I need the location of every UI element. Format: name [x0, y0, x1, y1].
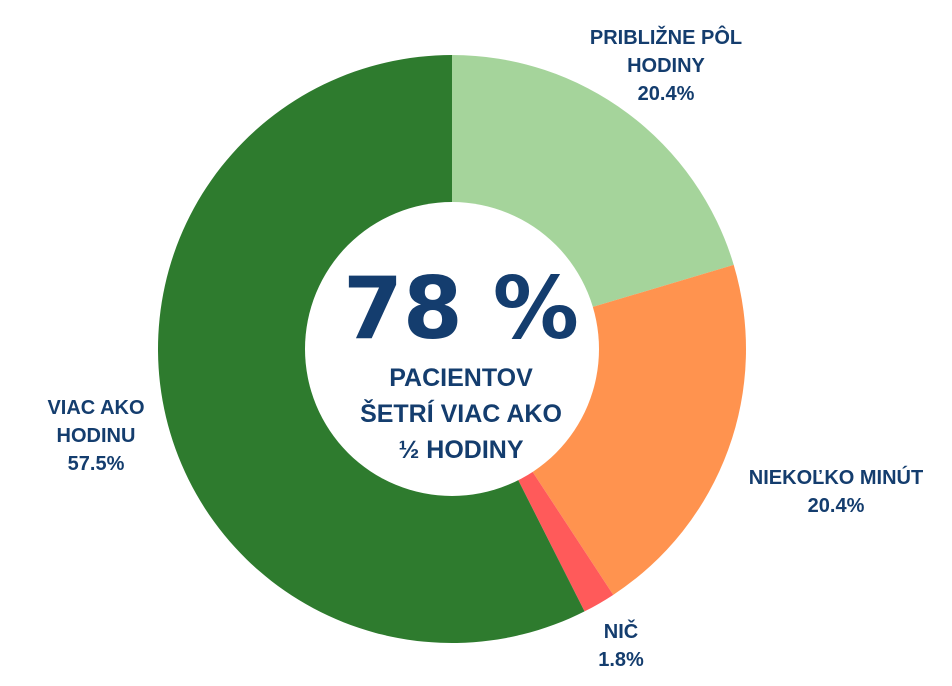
- slice-name-line: VIAC AKO: [47, 397, 144, 419]
- slice-name-line: HODINY: [627, 55, 705, 77]
- slice-label-2: NIČ 1.8%: [598, 619, 644, 671]
- slice-name-line: PRIBLIŽNE PÔL: [590, 25, 742, 49]
- donut-hole: [305, 202, 599, 496]
- slice-value-label: 20.4%: [638, 83, 695, 105]
- slice-name-line: HODINU: [57, 425, 136, 447]
- slice-value-label: 1.8%: [598, 649, 644, 671]
- slice-label-3: VIAC AKO HODINU 57.5%: [47, 397, 144, 475]
- slice-labels: PRIBLIŽNE PÔL HODINY 20.4% NIEKOĽKO MINÚT 20…: [47, 25, 923, 671]
- slice-label-0: PRIBLIŽNE PÔL HODINY 20.4%: [590, 25, 742, 105]
- slice-value-label: 57.5%: [68, 453, 125, 475]
- slice-name-line: NIČ: [604, 619, 638, 643]
- center-caption: PACIENTOV ŠETRÍ VIAC AKO ½ HODINY: [360, 364, 562, 464]
- slice-name-line: NIEKOĽKO MINÚT: [749, 465, 923, 489]
- slice-value-label: 20.4%: [808, 495, 865, 517]
- center-value: 78 %: [343, 259, 579, 359]
- center-caption-line: ŠETRÍ VIAC AKO: [360, 398, 562, 428]
- center-caption-line: PACIENTOV: [389, 364, 533, 392]
- slice-label-1: NIEKOĽKO MINÚT 20.4%: [749, 465, 923, 517]
- center-caption-line: ½ HODINY: [398, 436, 523, 464]
